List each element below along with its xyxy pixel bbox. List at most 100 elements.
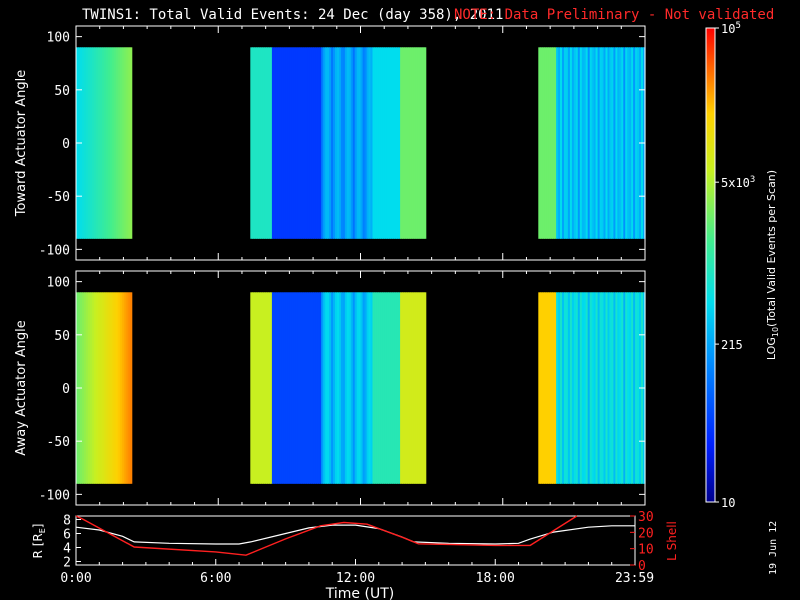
heatmap-cell	[279, 47, 283, 239]
heatmap-cell	[105, 47, 109, 239]
heatmap-cell	[260, 292, 263, 484]
heatmap-cell	[566, 47, 569, 239]
heatmap-cell	[317, 47, 320, 239]
heatmap-cell	[558, 292, 561, 484]
heatmap-cell	[252, 292, 255, 484]
heatmap-cell	[404, 47, 407, 239]
heatmap-cell	[327, 292, 330, 484]
heatmap-cell	[384, 292, 387, 484]
heatmap-cell	[321, 292, 324, 484]
heatmap-cell	[615, 292, 618, 484]
heatmap-cell	[562, 292, 565, 484]
heatmap-cell	[548, 292, 551, 484]
heatmap-cell	[372, 292, 376, 484]
heatmap-cell	[119, 292, 123, 484]
heatmap-cell	[339, 47, 342, 239]
heatmap-cell	[252, 47, 255, 239]
heatmap-cell	[266, 47, 269, 239]
heatmap-cell	[400, 292, 403, 484]
heatmap-cell	[396, 47, 399, 239]
heatmap-cell	[254, 47, 257, 239]
away-heatmap-cells	[76, 292, 646, 484]
x-tick-label: 6:00	[200, 571, 231, 586]
heatmap-cell	[390, 292, 393, 484]
heatmap-cell	[297, 47, 301, 239]
heatmap-cell	[546, 292, 549, 484]
heatmap-cell	[327, 47, 330, 239]
heatmap-cell	[285, 47, 289, 239]
heatmap-cell	[417, 292, 421, 484]
heatmap-cell	[260, 47, 263, 239]
heatmap-cell	[546, 47, 549, 239]
r-axis-label: R [RE]	[31, 524, 47, 559]
heatmap-cell	[356, 47, 360, 239]
heatmap-cell	[386, 47, 389, 239]
lshell-axis-label: L Shell	[665, 521, 679, 561]
colorbar-tick-label: 10	[721, 496, 735, 510]
heatmap-cell	[364, 47, 368, 239]
heatmap-cell	[579, 292, 583, 484]
heatmap-cell	[390, 47, 393, 239]
heatmap-cell	[413, 47, 417, 239]
heatmap-cell	[409, 47, 413, 239]
heatmap-cell	[550, 292, 553, 484]
y-tick-label: 100	[47, 276, 70, 291]
heatmap-cell	[623, 47, 626, 239]
heatmap-cell	[589, 47, 593, 239]
toward-y-axis-label: Toward Actuator Angle	[14, 70, 29, 217]
heatmap-cell	[307, 47, 310, 239]
heatmap-cell	[554, 47, 557, 239]
heatmap-cell	[93, 292, 97, 484]
heatmap-cell	[560, 47, 563, 239]
heatmap-cell	[560, 292, 563, 484]
heatmap-cell	[569, 47, 573, 239]
heatmap-cell	[311, 292, 314, 484]
heatmap-cell	[337, 47, 340, 239]
heatmap-cell	[103, 47, 107, 239]
heatmap-cell	[587, 292, 591, 484]
heatmap-cell	[601, 47, 605, 239]
heatmap-cell	[85, 292, 89, 484]
heatmap-cell	[115, 292, 119, 484]
heatmap-cell	[617, 47, 620, 239]
heatmap-cell	[305, 292, 309, 484]
x-tick-label: 12:00	[336, 571, 375, 586]
heatmap-cell	[585, 47, 589, 239]
heatmap-cell	[109, 292, 113, 484]
heatmap-cell	[579, 47, 583, 239]
heatmap-cell	[601, 292, 605, 484]
heatmap-cell	[295, 47, 299, 239]
heatmap-cell	[406, 47, 409, 239]
heatmap-cell	[121, 47, 125, 239]
heatmap-cell	[119, 47, 123, 239]
heatmap-cell	[368, 292, 372, 484]
heatmap-cell	[329, 47, 332, 239]
heatmap-cell	[607, 47, 611, 239]
heatmap-cell	[317, 292, 320, 484]
heatmap-cell	[421, 47, 425, 239]
heatmap-cell	[633, 292, 636, 484]
heatmap-cell	[337, 292, 340, 484]
heatmap-cell	[577, 292, 581, 484]
heatmap-cell	[613, 292, 616, 484]
heatmap-cell	[406, 292, 409, 484]
heatmap-cell	[542, 292, 545, 484]
heatmap-cell	[556, 47, 559, 239]
heatmap-cell	[344, 292, 348, 484]
heatmap-cell	[603, 292, 607, 484]
heatmap-cell	[335, 292, 338, 484]
heatmap-cell	[538, 47, 541, 239]
heatmap-cell	[567, 47, 571, 239]
heatmap-cell	[380, 47, 383, 239]
heatmap-cell	[291, 292, 295, 484]
heatmap-cell	[95, 292, 99, 484]
heatmap-cell	[342, 292, 346, 484]
heatmap-cell	[97, 292, 101, 484]
heatmap-cell	[99, 292, 103, 484]
heatmap-cell	[335, 47, 338, 239]
heatmap-cell	[91, 47, 95, 239]
heatmap-cell	[275, 47, 279, 239]
heatmap-cell	[279, 292, 283, 484]
heatmap-cell	[564, 47, 567, 239]
heatmap-cell	[339, 292, 342, 484]
